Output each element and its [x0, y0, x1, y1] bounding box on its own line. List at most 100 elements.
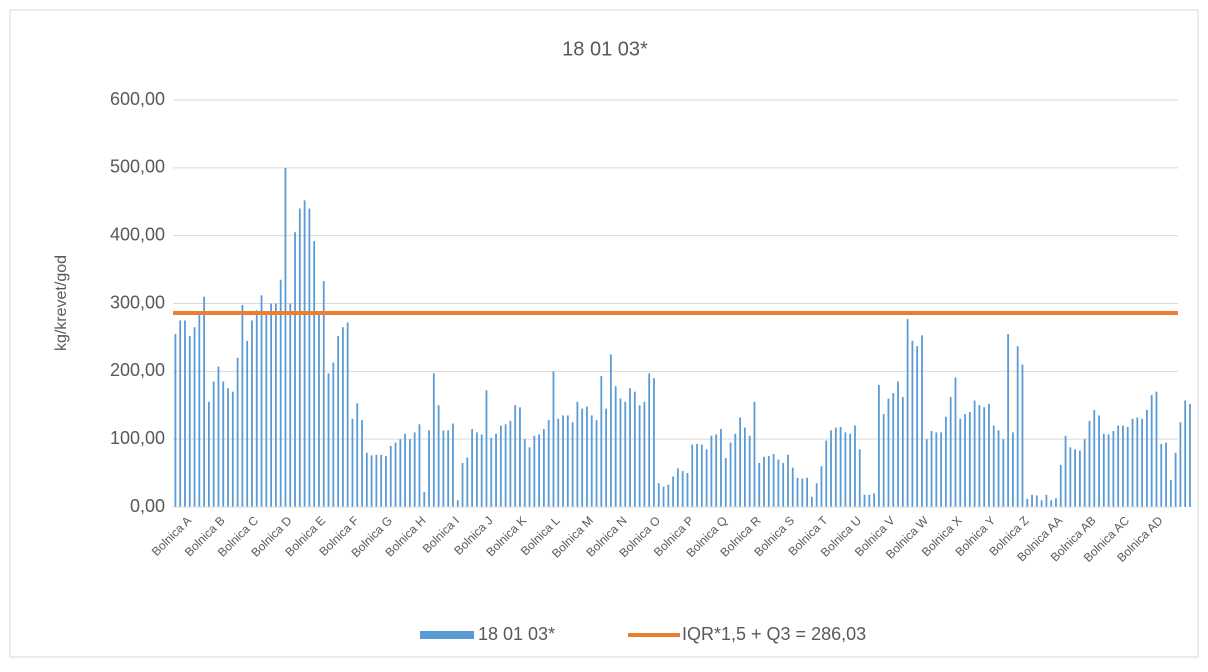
bar: [1155, 391, 1158, 507]
bar: [1078, 450, 1081, 507]
bar: [566, 415, 569, 507]
y-axis-title: kg/krevet/god: [53, 255, 70, 351]
bar: [1059, 464, 1062, 507]
bar: [318, 313, 320, 507]
bar: [1088, 420, 1091, 507]
y-tick-label: 0,00: [130, 496, 165, 516]
bar: [533, 435, 536, 507]
bar: [806, 477, 809, 507]
bar: [260, 295, 263, 507]
bar: [337, 336, 340, 507]
bar: [428, 430, 430, 507]
bar: [557, 418, 560, 507]
bar: [758, 462, 761, 507]
bar: [921, 335, 923, 507]
bar: [303, 200, 306, 508]
bar: [700, 444, 703, 507]
bar: [600, 376, 603, 507]
bar: [356, 403, 359, 507]
bar: [538, 434, 541, 507]
bar: [198, 313, 201, 507]
bar: [1122, 425, 1124, 507]
bar: [571, 422, 574, 507]
bar: [901, 397, 904, 507]
bar: [581, 408, 584, 507]
bar: [466, 457, 469, 507]
bar: [705, 449, 708, 507]
bar: [763, 456, 765, 507]
bar: [657, 483, 660, 507]
bar: [801, 478, 804, 507]
bar: [1141, 418, 1144, 507]
bar: [844, 432, 847, 507]
chart-frame: [9, 9, 1199, 658]
bar: [1112, 431, 1115, 507]
bar: [528, 447, 531, 507]
bar: [193, 327, 196, 507]
bar: [552, 371, 555, 507]
bar: [1002, 439, 1005, 507]
bar: [1040, 500, 1043, 507]
bar: [863, 494, 866, 507]
bar: [562, 415, 564, 507]
bar: [648, 373, 651, 507]
bar: [1107, 434, 1110, 507]
bar: [906, 319, 909, 507]
y-tick-label: 500,00: [110, 157, 165, 177]
bar: [437, 405, 440, 507]
bar: [251, 320, 253, 507]
bar: [519, 407, 521, 507]
bar: [231, 391, 234, 507]
bar: [988, 403, 990, 507]
bar: [997, 430, 1000, 507]
bar: [877, 384, 880, 507]
bar: [1050, 500, 1053, 507]
bar: [691, 444, 694, 507]
bar: [949, 397, 952, 507]
bar: [787, 454, 789, 507]
bar: [696, 443, 698, 507]
bar: [485, 390, 488, 507]
bar: [968, 412, 971, 507]
bar: [1026, 498, 1029, 507]
bar: [1098, 415, 1100, 507]
bar: [361, 420, 363, 507]
bar: [686, 473, 689, 507]
bar: [777, 459, 780, 507]
bar: [418, 424, 421, 507]
y-tick-label: 100,00: [110, 428, 165, 448]
bar: [724, 458, 727, 507]
bar: [207, 401, 210, 507]
bar: [715, 434, 718, 507]
bar: [935, 432, 938, 507]
bar: [1035, 495, 1038, 507]
bar: [227, 388, 229, 507]
bar: [830, 430, 832, 507]
bar: [590, 415, 593, 507]
y-tick-label: 600,00: [110, 89, 165, 109]
bar: [734, 433, 737, 507]
bar: [313, 241, 316, 508]
bar: [394, 442, 397, 507]
bar: [423, 492, 426, 507]
bar: [992, 425, 995, 507]
bar: [609, 354, 612, 507]
bar: [854, 425, 856, 507]
bar: [499, 425, 502, 507]
bar: [327, 373, 330, 507]
bar: [810, 496, 813, 507]
bar: [743, 427, 746, 507]
bar: [643, 401, 646, 507]
bar: [748, 435, 751, 507]
bar: [408, 439, 411, 507]
bar: [576, 401, 579, 507]
bar: [1083, 439, 1086, 507]
bar: [667, 484, 670, 507]
bar: [217, 366, 220, 507]
bar: [954, 377, 957, 507]
bar: [619, 398, 622, 507]
bar: [461, 462, 464, 507]
bar: [1055, 498, 1057, 507]
bar: [308, 208, 311, 508]
bar: [720, 428, 722, 507]
